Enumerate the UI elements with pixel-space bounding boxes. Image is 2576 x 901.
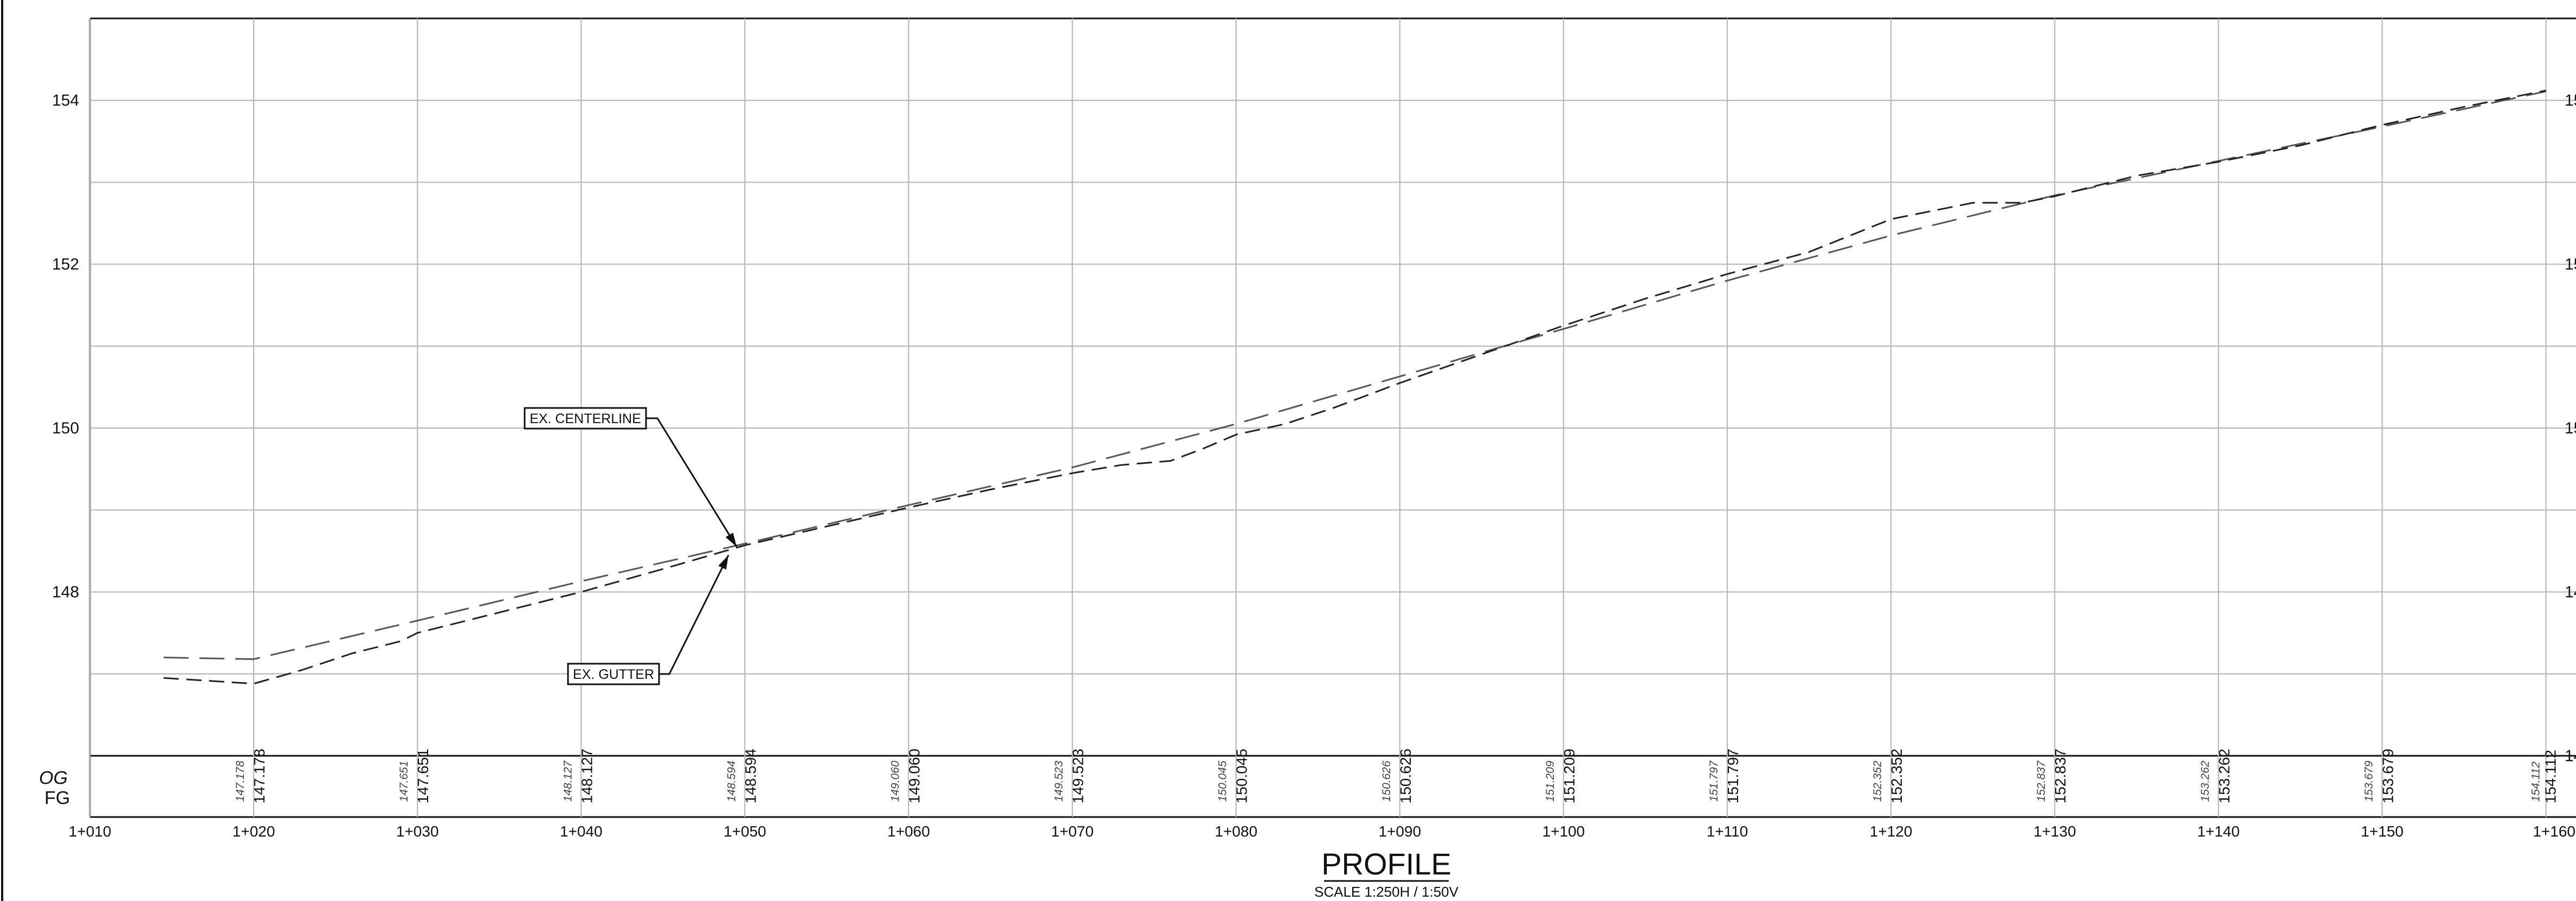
fg-elevation-value: 148.594 [742,749,759,803]
x-tick-label: 1+100 [1542,823,1585,840]
y-tick-label: 150 [52,419,79,437]
annotation-layer: EX. CENTERLINE EX. GUTTER [524,407,738,685]
y-tick-label: 152 [52,256,79,274]
x-tick-label: 1+020 [233,823,275,840]
y-tick-label-right: 15 [2565,419,2576,437]
x-tick-label: 1+070 [1051,823,1094,840]
fg-row-label: FG [44,788,70,808]
x-tick-label: 1+080 [1215,823,1257,840]
og-elevation-value: 153.262 [2199,761,2211,802]
og-elevation-value: 149.060 [889,761,902,802]
axis-layer: 148 150 152 154 14 14 15 15 15 1+010 1+020 1+030 1+0… [52,92,2576,840]
og-elevation-value: 152.352 [1871,761,1884,802]
fg-elevation-value: 147.651 [415,749,431,803]
fg-elevation-value: 149.523 [1070,749,1087,803]
fg-elevation-value: 149.060 [906,749,923,803]
og-elevation-value: 149.523 [1053,761,1066,802]
x-tick-label: 1+060 [887,823,930,840]
x-tick-label: 1+030 [396,823,439,840]
y-tick-label-right: 14 [2565,584,2576,601]
annotation-label: EX. GUTTER [573,667,654,682]
profile-table: 147.178 147.178 147.651 147.651 148.127 148.1… [234,749,2559,803]
og-elevation-value: 151.209 [1544,761,1557,802]
annotation-box [567,663,660,685]
x-tick-label: 1+120 [1870,823,1913,840]
og-elevation-value: 147.651 [398,761,410,802]
x-tick-label: 1+150 [2361,823,2404,840]
og-elevation-value: 148.127 [561,760,574,802]
chart-frame [89,17,2576,818]
series-layer [163,89,2546,685]
x-tick-label: 1+040 [560,823,603,840]
annotation-box [524,407,647,430]
fg-elevation-value: 150.626 [1397,749,1414,803]
series-line-gutter [163,89,2546,685]
og-elevation-value: 154.112 [2530,761,2542,802]
x-tick-label: 1+110 [1707,823,1748,840]
annotation-leader [647,417,738,548]
og-row-label: OG [39,768,68,788]
x-tick-label: 1+090 [1378,823,1421,840]
fg-elevation-value: 148.127 [578,749,595,803]
og-elevation-value: 153.679 [2362,761,2375,802]
fg-elevation-value: 153.679 [2379,749,2396,803]
fg-elevation-value: 151.797 [1725,749,1741,803]
og-elevation-value: 150.626 [1380,761,1393,802]
fg-elevation-value: 152.352 [1888,749,1905,803]
y-tick-label: 154 [52,92,79,109]
fg-elevation-value: 154.112 [2542,750,2559,803]
annotation-arrowhead [725,533,737,547]
annotation-arrowhead [718,555,729,570]
y-tick-label: 148 [52,584,79,601]
fg-elevation-value: 147.178 [251,749,268,803]
x-tick-label: 1+130 [2033,823,2076,840]
fg-elevation-value: 150.045 [1234,749,1250,803]
series-line-centerline [163,90,2546,660]
og-elevation-value: 148.594 [725,761,738,802]
og-elevation-value: 152.837 [2035,760,2048,802]
fg-elevation-value: 151.209 [1561,749,1578,803]
y-tick-label-right: 15 [2565,256,2576,274]
fg-elevation-value: 152.837 [2052,749,2069,803]
x-tick-label: 1+010 [69,823,112,840]
x-tick-label: 1+140 [2197,823,2240,840]
y-tick-label-right: 14 [2565,747,2576,765]
annotation-leader [660,554,729,675]
x-tick-label: 1+050 [724,823,766,840]
fg-elevation-value: 153.262 [2216,749,2232,803]
og-elevation-value: 147.178 [234,761,247,802]
og-elevation-value: 151.797 [1708,760,1720,802]
x-tick-label: 1+160 [2533,823,2575,840]
y-tick-label-right: 15 [2565,92,2576,109]
chart-title: PROFILE [1321,847,1451,881]
grid-layer [89,18,2576,817]
chart-subtitle: SCALE 1:250H / 1:50V [1314,884,1459,900]
og-elevation-value: 150.045 [1217,761,1229,802]
annotation-label: EX. CENTERLINE [530,411,641,426]
